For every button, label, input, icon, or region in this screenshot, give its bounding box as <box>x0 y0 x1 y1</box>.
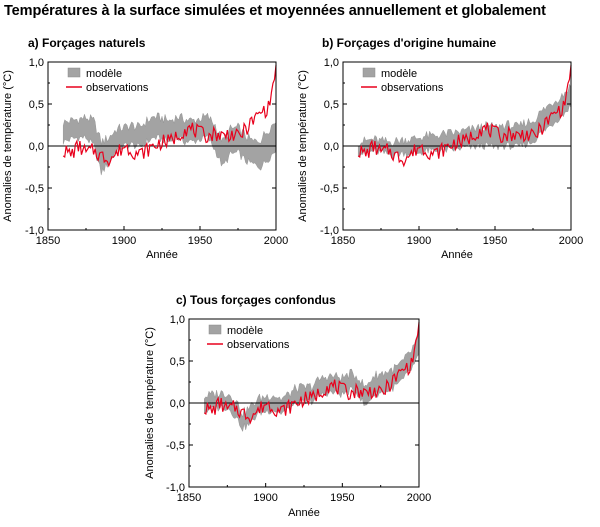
legend-model-swatch <box>208 324 222 335</box>
model-envelope <box>358 83 572 158</box>
panel-title-c: c) Tous forçages confondus <box>176 293 336 307</box>
x-tick-label: 2000 <box>407 492 431 504</box>
y-axis-label: Anomalies de température (°C) <box>297 70 309 222</box>
x-tick-label: 1950 <box>330 492 354 504</box>
observations-line <box>357 65 572 168</box>
y-tick-label: -1,0 <box>166 482 185 494</box>
y-tick-label: 1,0 <box>324 57 339 69</box>
x-tick-label: 2000 <box>264 235 288 247</box>
y-tick-label: -0,5 <box>166 440 185 452</box>
y-tick-label: -1,0 <box>320 225 339 237</box>
x-axis-label: Année <box>288 507 320 519</box>
y-tick-label: 1,0 <box>170 314 185 326</box>
x-tick-label: 1850 <box>331 235 355 247</box>
x-tick-label: 1950 <box>188 235 212 247</box>
x-tick-label: 1850 <box>177 492 201 504</box>
legend-model-swatch <box>362 67 376 78</box>
legend-observations-label: observations <box>381 82 444 94</box>
y-tick-label: 1,0 <box>29 57 44 69</box>
x-tick-label: 1950 <box>483 235 507 247</box>
y-tick-label: 0,5 <box>324 99 339 111</box>
figure-title: Températures à la surface simulées et mo… <box>4 3 546 19</box>
y-tick-label: 0,5 <box>170 356 185 368</box>
y-tick-label: 0,5 <box>29 99 44 111</box>
x-tick-label: 1900 <box>112 235 136 247</box>
y-tick-label: 0,0 <box>324 141 339 153</box>
y-axis-label: Anomalies de température (°C) <box>144 327 156 479</box>
model-envelope <box>63 112 277 176</box>
legend-observations-label: observations <box>86 82 149 94</box>
y-tick-label: 0,0 <box>170 398 185 410</box>
y-axis-label: Anomalies de température (°C) <box>2 70 14 222</box>
y-tick-label: -0,5 <box>320 183 339 195</box>
observations-line <box>62 65 277 168</box>
legend-model-label: modèle <box>381 68 417 80</box>
x-axis-label: Année <box>146 249 178 261</box>
y-tick-label: -1,0 <box>25 225 44 237</box>
legend-model-swatch <box>67 67 81 78</box>
x-tick-label: 2000 <box>559 235 583 247</box>
legend-observations-label: observations <box>227 339 290 351</box>
x-tick-label: 1900 <box>253 492 277 504</box>
legend-model-label: modèle <box>227 325 263 337</box>
x-tick-label: 1900 <box>407 235 431 247</box>
observations-line <box>203 322 420 425</box>
panel-title-a: a) Forçages naturels <box>28 36 146 50</box>
y-tick-label: 0,0 <box>29 141 44 153</box>
legend-model-label: modèle <box>86 68 122 80</box>
x-tick-label: 1850 <box>36 235 60 247</box>
x-axis-label: Année <box>441 249 473 261</box>
panel-title-b: b) Forçages d'origine humaine <box>322 36 497 50</box>
y-tick-label: -0,5 <box>25 183 44 195</box>
